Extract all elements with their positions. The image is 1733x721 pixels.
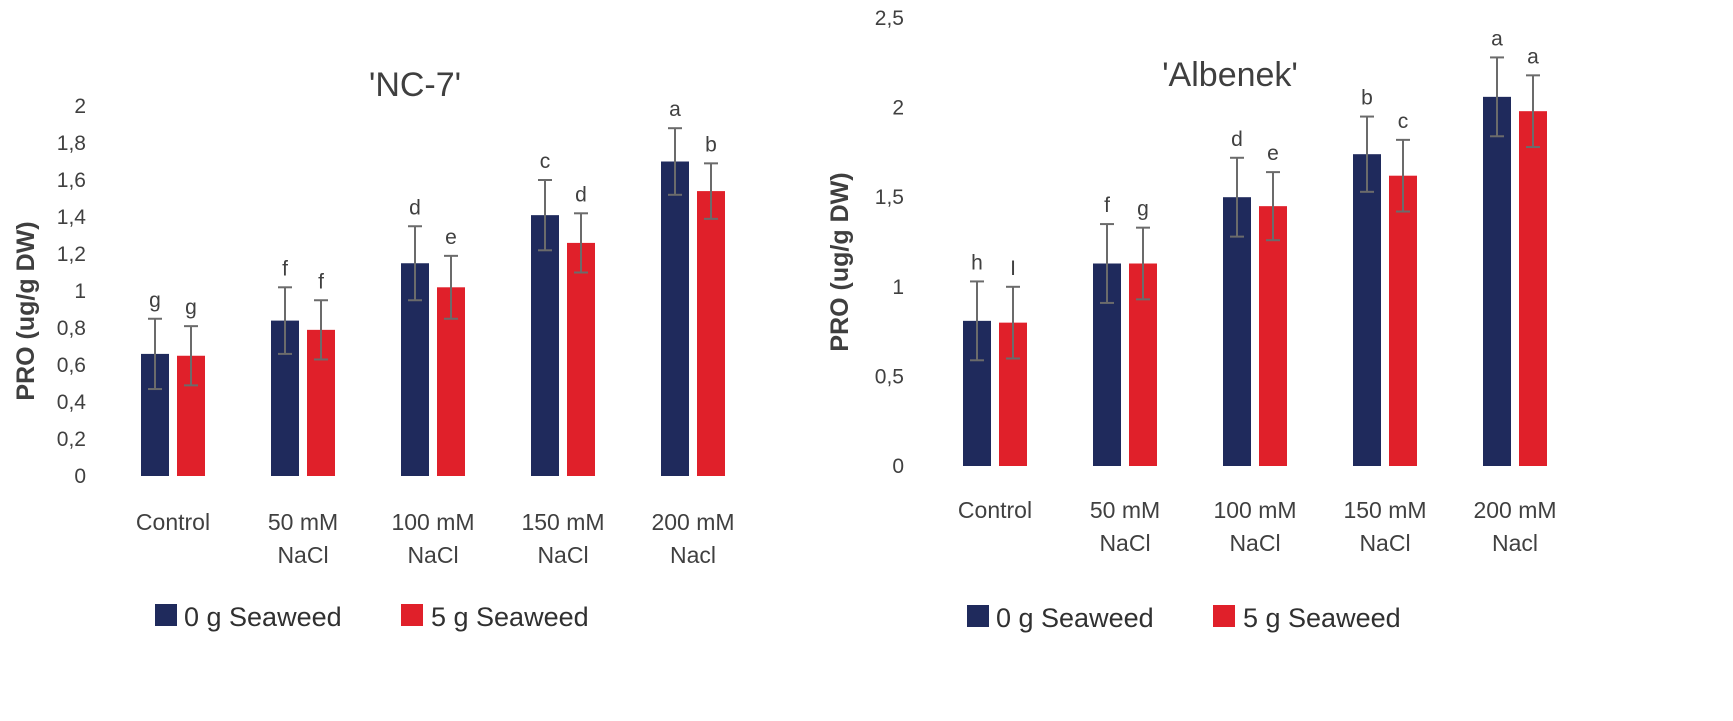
bar-5g-3 <box>567 242 595 476</box>
y-axis-label: PRO (ug/g DW) <box>826 172 854 351</box>
significance-letter: g <box>149 289 161 312</box>
bar-0g-4 <box>1483 96 1511 467</box>
significance-letter: c <box>540 150 551 173</box>
x-category-label: NaCl <box>1229 530 1280 556</box>
bar-5g-3 <box>1389 175 1417 467</box>
bar-5g-4 <box>697 191 725 476</box>
x-category-label: NaCl <box>1359 530 1410 556</box>
x-category-label: 150 mM <box>1343 497 1426 523</box>
y-tick-label: 0 <box>74 465 86 488</box>
y-tick-label: 0,5 <box>875 365 904 388</box>
panel-nc7-chart: 'NC-7' PRO (ug/g DW) 0 0,2 0,4 0,6 0,8 1 1,2 1,4 1… <box>12 66 735 632</box>
legend-swatch-0 <box>155 604 177 626</box>
bar-0g-2 <box>1223 197 1251 466</box>
y-tick-label: 1 <box>892 276 904 299</box>
y-tick-label: 1,2 <box>57 243 86 266</box>
x-category-label: NaCl <box>1099 530 1150 556</box>
significance-letter: d <box>575 183 587 206</box>
x-category-label: 50 mM <box>268 509 338 535</box>
significance-letter: d <box>1231 128 1243 151</box>
significance-letter: b <box>705 133 717 156</box>
x-category-label: 50 mM <box>1090 497 1160 523</box>
legend-label-1: 5 g Seaweed <box>431 602 589 632</box>
significance-letter: e <box>445 226 457 249</box>
significance-letter: a <box>669 98 681 121</box>
x-category-label: NaCl <box>407 542 458 568</box>
x-category-label: 150 mM <box>521 509 604 535</box>
chart-title: 'NC-7' <box>369 66 461 104</box>
legend-label-1: 5 g Seaweed <box>1243 603 1401 633</box>
y-tick-label: 0,4 <box>57 391 87 414</box>
y-tick-label: 2 <box>892 97 904 120</box>
y-tick-label: 1 <box>74 280 86 303</box>
x-category-label: 100 mM <box>1213 497 1296 523</box>
bar-0g-4 <box>661 161 689 476</box>
panel-albenek-chart: 'Albenek' PRO (ug/g DW) 0 0,5 1 1,5 2 2,5 h f d b a I… <box>826 7 1557 633</box>
y-tick-label: 1,4 <box>57 206 87 229</box>
y-tick-label: 2 <box>74 95 86 118</box>
bar-5g-4 <box>1519 111 1547 467</box>
x-category-label: Nacl <box>670 542 716 568</box>
significance-letter: c <box>1398 110 1409 133</box>
y-tick-label: 2,5 <box>875 7 904 30</box>
y-tick-label: 0,2 <box>57 428 86 451</box>
x-category-label: NaCl <box>537 542 588 568</box>
significance-letter: f <box>318 270 324 293</box>
significance-letter: a <box>1527 45 1539 68</box>
x-category-label: 100 mM <box>391 509 474 535</box>
y-tick-label: 1,5 <box>875 186 904 209</box>
significance-letter: g <box>1137 198 1149 221</box>
significance-letter: f <box>282 257 288 280</box>
x-category-label: Control <box>136 509 210 535</box>
x-category-label: NaCl <box>277 542 328 568</box>
significance-letter: f <box>1104 194 1110 217</box>
significance-letter: I <box>1010 257 1016 280</box>
significance-letter: a <box>1491 27 1503 50</box>
bar-0g-3 <box>531 215 559 476</box>
bar-5g-2 <box>1259 206 1287 466</box>
bar-0g-3 <box>1353 154 1381 466</box>
significance-letter: g <box>185 296 197 319</box>
y-tick-label: 0,8 <box>57 317 86 340</box>
legend-label-0: 0 g Seaweed <box>184 602 342 632</box>
legend-label-0: 0 g Seaweed <box>996 603 1154 633</box>
significance-letter: d <box>409 196 421 219</box>
legend-swatch-0 <box>967 605 989 627</box>
y-tick-label: 0 <box>892 455 904 478</box>
chart-title: 'Albenek' <box>1162 56 1298 94</box>
x-category-label: 200 mM <box>1473 497 1556 523</box>
legend-swatch-1 <box>401 604 423 626</box>
x-category-label: Control <box>958 497 1032 523</box>
y-tick-label: 0,6 <box>57 354 86 377</box>
y-tick-label: 1,8 <box>57 132 86 155</box>
significance-letter: e <box>1267 142 1279 165</box>
x-category-label: Nacl <box>1492 530 1538 556</box>
legend-swatch-1 <box>1213 605 1235 627</box>
significance-letter: h <box>971 251 983 274</box>
significance-letter: b <box>1361 87 1373 110</box>
y-axis-label: PRO (ug/g DW) <box>12 221 40 400</box>
y-tick-label: 1,6 <box>57 169 86 192</box>
x-category-label: 200 mM <box>651 509 734 535</box>
